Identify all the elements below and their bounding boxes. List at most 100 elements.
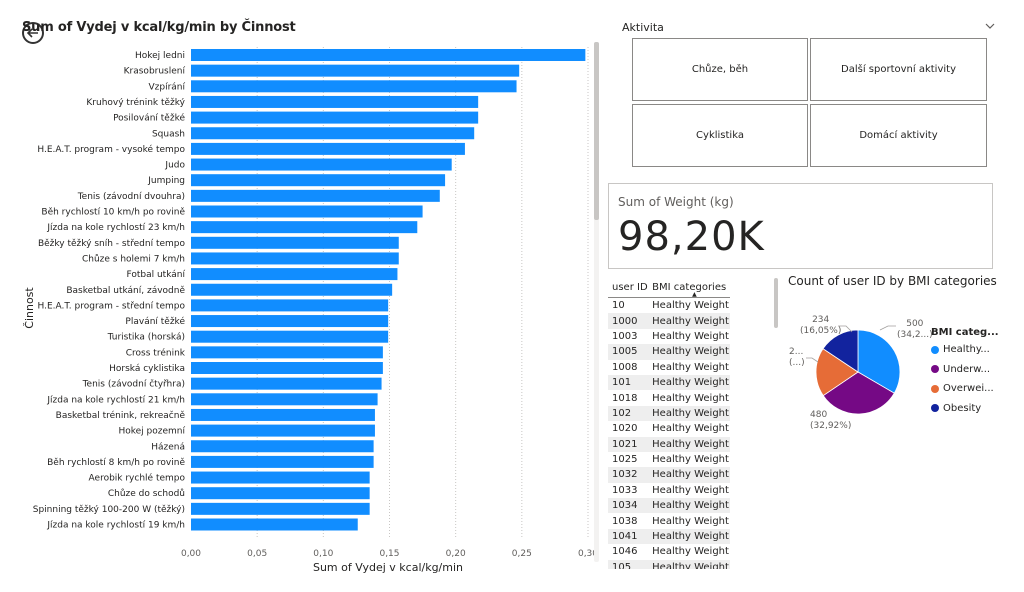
- cell-bmi-category: Healthy Weight: [648, 313, 730, 329]
- pie-chart: [815, 329, 901, 415]
- x-tick-label: 0,10: [313, 549, 333, 559]
- column-header-user-id[interactable]: user ID: [608, 277, 649, 298]
- y-axis-label: Činnost: [23, 287, 36, 329]
- legend-item[interactable]: Overwei...: [931, 383, 994, 394]
- slicer-tile-chuze-beh[interactable]: Chůze, běh: [632, 38, 808, 101]
- y-tick-label: Hokej pozemní: [118, 427, 185, 437]
- cell-bmi-category: Healthy Weight: [648, 344, 730, 360]
- card-label: Sum of Weight (kg): [618, 195, 734, 209]
- cell-user-id: 1041: [608, 528, 649, 545]
- bar: [191, 221, 418, 234]
- table-row[interactable]: 1008 Healthy Weight: [608, 360, 730, 375]
- bar: [191, 205, 423, 218]
- cell-bmi-category: Healthy Weight: [652, 300, 729, 312]
- y-tick-label: Judo: [164, 161, 185, 171]
- cell-user-id: 1025: [612, 454, 638, 466]
- pie-slice: [815, 348, 859, 397]
- table-row[interactable]: 1025 Healthy Weight: [608, 452, 730, 467]
- cell-bmi-category: Healthy Weight: [652, 454, 729, 466]
- back-arrow-icon[interactable]: [22, 22, 44, 44]
- y-tick-label: Chůze s holemi 7 km/h: [82, 253, 185, 264]
- table-row[interactable]: 1046 Healthy Weight: [608, 544, 730, 559]
- slicer-tile-domaci-aktivity[interactable]: Domácí aktivity: [810, 104, 987, 167]
- cell-user-id: 1021: [608, 436, 649, 452]
- bar: [191, 408, 375, 421]
- cell-bmi-category: Healthy Weight: [652, 423, 729, 435]
- pie-slice: [822, 371, 895, 415]
- bar: [191, 158, 452, 171]
- chevron-down-icon[interactable]: [984, 20, 996, 32]
- cell-bmi-category: Healthy Weight: [648, 559, 730, 569]
- legend-color-dot: [931, 365, 939, 373]
- x-tick-label: 0,05: [247, 549, 267, 559]
- table-row[interactable]: 105 Healthy Weight: [608, 559, 730, 569]
- bar: [191, 440, 374, 453]
- y-tick-label: Tenis (závodní dvouhra): [77, 192, 185, 202]
- table-row[interactable]: 1018 Healthy Weight: [608, 390, 730, 405]
- x-tick-label: 0,30: [578, 549, 598, 559]
- cell-user-id: 105: [608, 559, 649, 569]
- table-row[interactable]: 1033 Healthy Weight: [608, 483, 730, 498]
- table-row[interactable]: 1020 Healthy Weight: [608, 421, 730, 436]
- pie-data-label: 480 (32,92%): [810, 410, 852, 431]
- pie-data-label: 500 (34,2...): [897, 319, 933, 340]
- slicer-tile-dalsi-sportovni[interactable]: Další sportovní aktivity: [810, 38, 987, 101]
- bar: [191, 189, 440, 202]
- cell-bmi-category: Healthy Weight: [648, 528, 730, 545]
- bar: [191, 49, 586, 61]
- y-tick-label: Aerobik rychlé tempo: [89, 473, 186, 484]
- cell-user-id: 1034: [608, 498, 649, 514]
- table-row[interactable]: 101 Healthy Weight: [608, 374, 730, 391]
- legend-color-dot: [931, 345, 939, 354]
- x-tick-label: 0,15: [379, 549, 399, 559]
- legend-item[interactable]: Obesity: [931, 403, 981, 414]
- legend-color-dot: [931, 404, 939, 412]
- x-tick-label: 0,00: [181, 549, 201, 559]
- table-row[interactable]: 1032 Healthy Weight: [608, 467, 730, 483]
- table-row[interactable]: 1021 Healthy Weight: [608, 436, 730, 452]
- bar: [191, 393, 378, 406]
- y-tick-label: H.E.A.T. program - vysoké tempo: [37, 144, 185, 155]
- column-header-bmi[interactable]: BMI categories ▲: [648, 277, 730, 298]
- x-axis-label: Sum of Vydej v kcal/kg/min: [313, 561, 463, 574]
- cell-bmi-category: Healthy Weight: [652, 330, 729, 342]
- bar: [191, 236, 399, 249]
- cell-bmi-category: Healthy Weight: [652, 361, 729, 373]
- y-tick-label: Jumping: [147, 176, 185, 186]
- table-row[interactable]: 1041 Healthy Weight: [608, 528, 730, 545]
- table-scrollbar[interactable]: [774, 278, 778, 328]
- cell-user-id: 102: [608, 405, 649, 422]
- legend-label: Obesity: [943, 402, 982, 414]
- legend-item[interactable]: Underw...: [931, 364, 990, 375]
- table-row[interactable]: 1000 Healthy Weight: [608, 313, 730, 329]
- y-tick-label: Jízda na kole rychlostí 23 km/h: [46, 223, 185, 233]
- legend-item[interactable]: Healthy...: [931, 344, 990, 355]
- cell-user-id: 1033: [612, 484, 638, 496]
- table-row[interactable]: 102 Healthy Weight: [608, 405, 730, 422]
- y-tick-label: Basketbal trénink, rekreačně: [56, 410, 186, 421]
- y-tick-label: Fotbal utkání: [127, 270, 186, 280]
- table-row[interactable]: 1038 Healthy Weight: [608, 513, 730, 528]
- bar: [191, 518, 358, 531]
- y-tick-label: Posilování těžké: [113, 113, 185, 124]
- bar-chart-scroll-track[interactable]: [594, 42, 599, 562]
- bar-chart-scrollbar[interactable]: [594, 42, 599, 220]
- table-row[interactable]: 1003 Healthy Weight: [608, 329, 730, 344]
- y-tick-label: Squash: [152, 129, 185, 139]
- y-tick-label: Spinning těžký 100-200 W (těžký): [33, 505, 185, 515]
- cell-user-id: 1003: [612, 330, 638, 342]
- y-tick-label: H.E.A.T. program - střední tempo: [37, 301, 185, 311]
- y-tick-label: Vzpírání: [148, 82, 185, 92]
- legend-label: Overwei...: [943, 383, 994, 394]
- y-tick-label: Horská cyklistika: [109, 364, 185, 374]
- table-row[interactable]: 1005 Healthy Weight: [608, 344, 730, 360]
- cell-bmi-category: Healthy Weight: [652, 515, 729, 527]
- sort-ascending-icon: ▲: [692, 291, 697, 298]
- slicer-tile-cyklistika[interactable]: Cyklistika: [632, 104, 808, 167]
- table-row[interactable]: 10 Healthy Weight: [608, 298, 730, 314]
- table-row[interactable]: 1034 Healthy Weight: [608, 498, 730, 514]
- legend-label: Underw...: [943, 363, 991, 375]
- x-tick-label: 0,25: [512, 549, 532, 559]
- y-tick-label: Tenis (závodní čtyřhra): [82, 379, 185, 390]
- y-tick-label: Házená: [151, 442, 185, 452]
